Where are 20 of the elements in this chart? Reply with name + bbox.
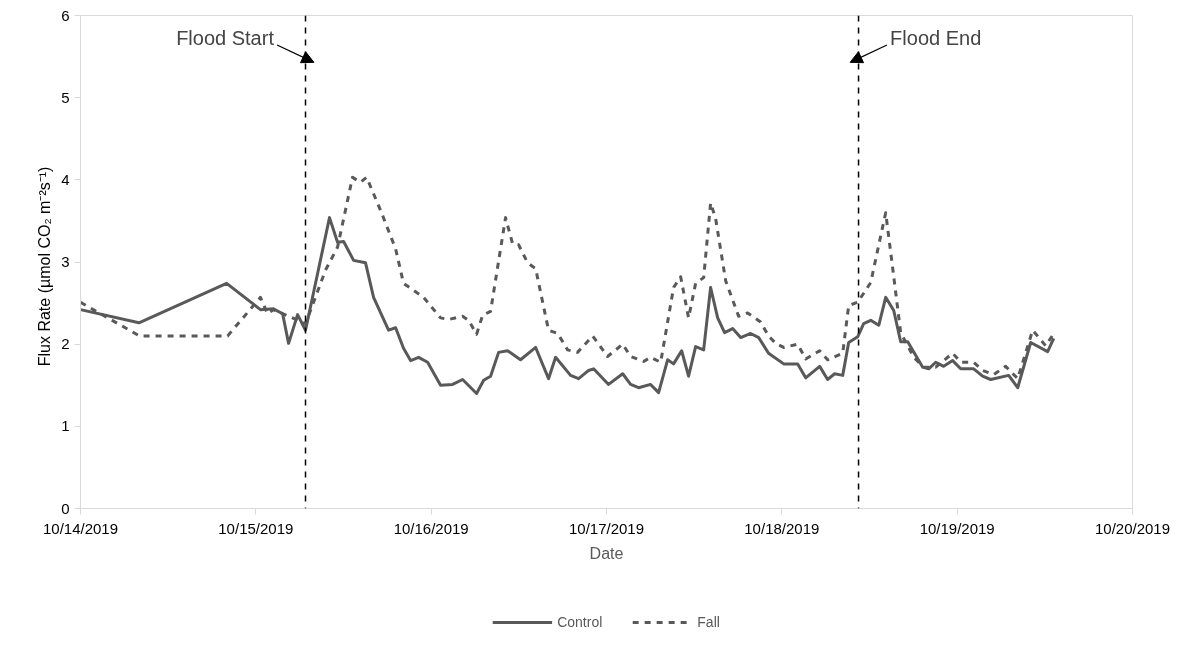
ref-line-label: Flood End: [890, 26, 982, 49]
x-axis-title: Date: [589, 544, 624, 562]
x-tick-label: 10/20/2019: [1094, 519, 1171, 537]
y-tick-label: 4: [61, 170, 70, 188]
y-tick-label: 5: [61, 88, 70, 106]
x-tick-label: 10/19/2019: [919, 519, 995, 537]
y-axis-title: Flux Rate (µmol CO₂ m⁻²s⁻¹): [36, 166, 54, 367]
y-tick-label: 6: [61, 6, 70, 24]
x-tick-label: 10/15/2019: [218, 519, 294, 537]
y-tick-label: 3: [61, 253, 70, 270]
x-tick-label: 10/17/2019: [568, 519, 645, 537]
y-tick-label: 2: [61, 335, 70, 353]
y-tick-label: 1: [61, 417, 70, 435]
legend-label: Control: [557, 614, 603, 630]
y-tick-label: 0: [61, 499, 70, 517]
x-tick-label: 10/16/2019: [393, 519, 469, 537]
x-tick-label: 10/18/2019: [744, 519, 820, 537]
x-tick-label: 10/14/2019: [42, 519, 119, 537]
legend-label: Fall: [697, 614, 720, 630]
ref-line-label: Flood Start: [176, 26, 275, 49]
